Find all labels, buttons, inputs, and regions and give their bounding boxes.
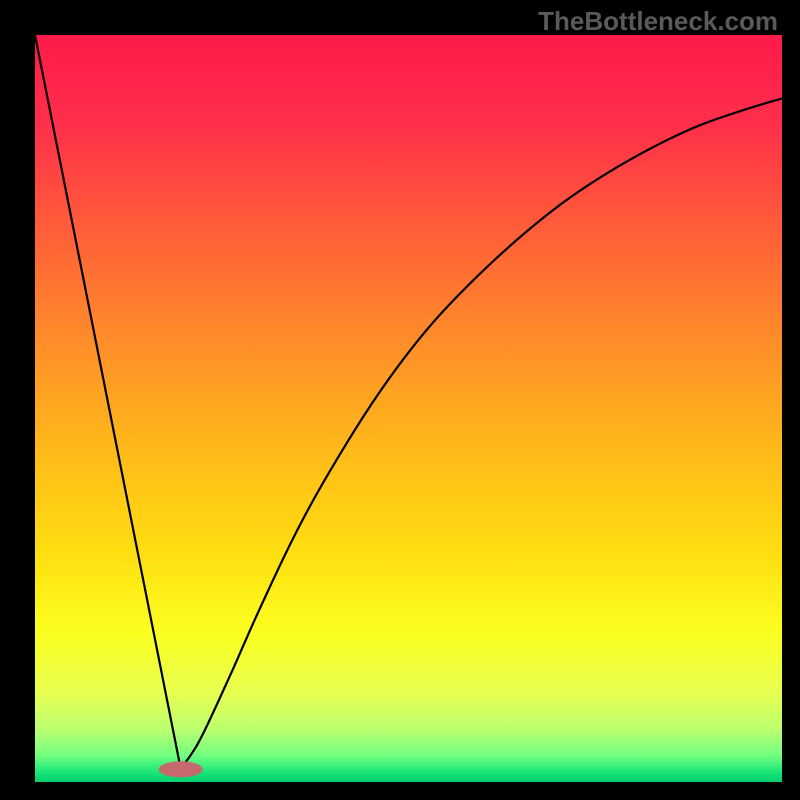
watermark-text: TheBottleneck.com: [538, 6, 778, 37]
gradient-background: [35, 35, 782, 782]
chart-svg: [35, 35, 782, 782]
plot-area: [35, 35, 782, 782]
valley-marker: [159, 761, 203, 777]
chart-container: TheBottleneck.com: [0, 0, 800, 800]
